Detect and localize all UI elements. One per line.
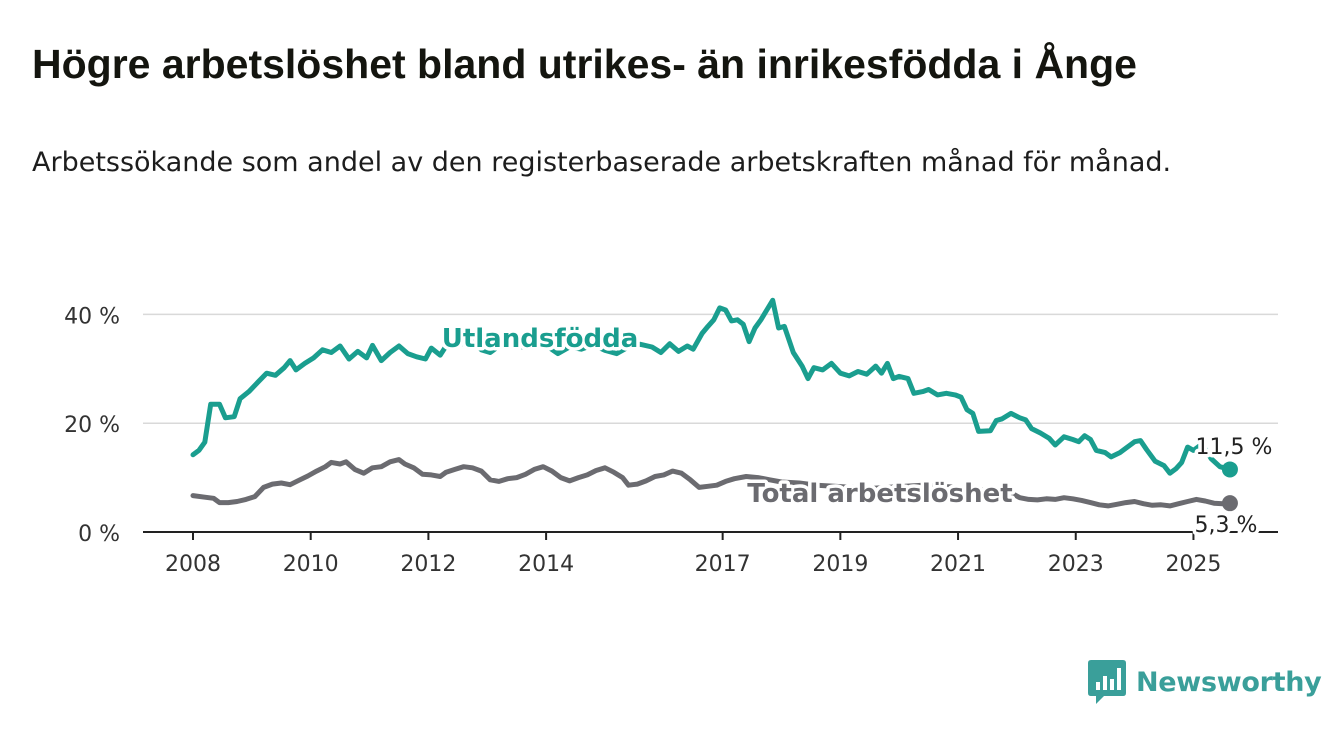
y-tick-label: 40 % (64, 304, 120, 329)
brand-name: Newsworthy (1136, 666, 1322, 698)
newsworthy-logo: Newsworthy (1088, 660, 1322, 704)
x-tick-label: 2023 (1048, 552, 1104, 577)
series-end-dot-total (1221, 495, 1238, 512)
y-tick-label: 0 % (78, 522, 120, 547)
series-lines (190, 297, 1238, 512)
bar-chart-logo-icon (1088, 660, 1126, 704)
gridlines (143, 313, 1278, 424)
series-label-utlandsfodda: Utlandsfödda (442, 324, 639, 354)
series-end-dot-utlandsfodda (1221, 461, 1238, 478)
end-value-label-utlandsfodda: 11,5 % (1196, 435, 1273, 460)
series-labels: Utlandsfödda Total arbetslöshet 11,5 % 5,3 … (438, 321, 1276, 542)
x-axis: 2008 2010 2012 2014 2017 2019 2021 2023 2025 (143, 531, 1278, 577)
x-tick-label: 2019 (812, 552, 868, 577)
chart-title: Högre arbetslöshet bland utrikes- än inr… (32, 41, 1137, 87)
series-line-utlandsfodda (190, 297, 1233, 476)
x-tick-label: 2008 (165, 552, 221, 577)
series-line-total (190, 457, 1233, 509)
series-label-total: Total arbetslöshet (747, 479, 1012, 509)
x-tick-label: 2012 (400, 552, 456, 577)
x-tick-label: 2010 (283, 552, 339, 577)
x-tick-label: 2025 (1165, 552, 1221, 577)
y-tick-label: 20 % (64, 413, 120, 438)
x-tick-label: 2014 (518, 552, 574, 577)
chart-subtitle: Arbetssökande som andel av den registerb… (32, 147, 1172, 178)
y-axis-ticks: 0 % 20 % 40 % (64, 304, 120, 547)
x-tick-label: 2017 (695, 552, 751, 577)
end-value-label-total: 5,3 % (1195, 513, 1258, 538)
x-tick-label: 2021 (930, 552, 986, 577)
